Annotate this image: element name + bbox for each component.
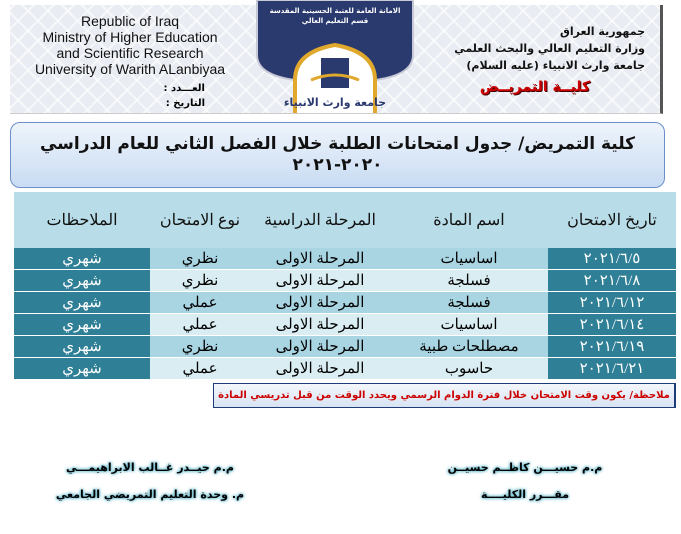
cell-exam-type: نظري xyxy=(150,248,250,270)
signatory-title: م. وحدة التعليم التمريضي الجامعي xyxy=(55,488,245,501)
table-row: ٢٠٢١/٦/٢١ حاسوب المرحلة الاولى عملي شهري xyxy=(14,357,676,380)
signature-right: م.م حسيـــن كاظــم حسيــن مقـــرر الكليـ… xyxy=(375,454,675,508)
exam-note: ملاحظة/ يكون وقت الامتحان خلال فترة الدو… xyxy=(213,383,676,408)
cell-exam-date: ٢٠٢١/٦/٨ xyxy=(548,269,676,292)
ministry-ar: وزارة التعليم العالي والبحث العلمي xyxy=(454,42,645,55)
cell-subject: مصطلحات طبية xyxy=(390,335,548,358)
logo-text-line-1: الامانة العامة للعتبة الحسينية المقدسة xyxy=(269,7,401,15)
cell-subject: فسلجة xyxy=(390,291,548,314)
cell-exam-date: ٢٠٢١/٦/٢١ xyxy=(548,357,676,380)
header-subject: اسم المادة xyxy=(390,192,548,248)
exam-schedule-table: تاريخ الامتحان اسم المادة المرحلة الدراس… xyxy=(14,192,676,380)
country-ar: جمهورية العراق xyxy=(560,25,645,38)
page-title: كلية التمريض/ جدول امتحانات الطلبة خلال … xyxy=(39,134,636,175)
cell-exam-type: نظري xyxy=(150,335,250,358)
table-row: ٢٠٢١/٦/٥ اساسيات المرحلة الاولى نظري شهري xyxy=(14,248,676,270)
date-label: التاريخ : xyxy=(165,98,205,109)
signatory-name: م.م حيــدر غــالب الابراهيمـــي xyxy=(66,461,234,474)
table-row: ٢٠٢١/٦/١٤ اساسيات المرحلة الاولى عملي شهري xyxy=(14,313,676,336)
table-row: ٢٠٢١/٦/٨ فسلجة المرحلة الاولى نظري شهري xyxy=(14,269,676,292)
logo-caption: جامعة وارث الانبياء xyxy=(284,96,386,109)
cell-exam-type: عملي xyxy=(150,313,250,336)
university-ar: جامعة وارث الانبياء (عليه السلام) xyxy=(466,59,645,72)
cell-stage: المرحلة الاولى xyxy=(250,313,390,336)
ref-number-label: العـــدد : xyxy=(163,83,205,94)
ministry-en-2: and Scientific Research xyxy=(56,45,204,61)
cell-notes: شهري xyxy=(14,357,150,380)
header-exam-date: تاريخ الامتحان xyxy=(548,192,676,248)
header-notes: الملاحظات xyxy=(14,192,150,248)
cell-exam-date: ٢٠٢١/٦/١٢ xyxy=(548,291,676,314)
cell-notes: شهري xyxy=(14,248,150,270)
cell-stage: المرحلة الاولى xyxy=(250,291,390,314)
cell-notes: شهري xyxy=(14,269,150,292)
ministry-en: Ministry of Higher Education xyxy=(42,29,218,45)
signatory-name: م.م حسيـــن كاظــم حسيــن xyxy=(447,461,603,474)
cell-subject: اساسيات xyxy=(390,313,548,336)
cell-exam-type: عملي xyxy=(150,357,250,380)
cell-subject: فسلجة xyxy=(390,269,548,292)
university-logo: جامعة وارث الانبياء xyxy=(256,0,414,113)
reference-fields: العـــدد : التاريخ : xyxy=(110,81,205,111)
cell-stage: المرحلة الاولى xyxy=(250,248,390,270)
cell-notes: شهري xyxy=(14,313,150,336)
cell-exam-date: ٢٠٢١/٦/٥ xyxy=(548,248,676,270)
country-en: Republic of Iraq xyxy=(80,13,180,29)
college-name: كليــة التمريــض xyxy=(479,79,591,95)
cell-stage: المرحلة الاولى xyxy=(250,357,390,380)
signatory-title: مقـــرر الكليــــة xyxy=(481,488,569,501)
cell-exam-type: عملي xyxy=(150,291,250,314)
cell-stage: المرحلة الاولى xyxy=(250,335,390,358)
signature-left: م.م حيــدر غــالب الابراهيمـــي م. وحدة … xyxy=(0,454,300,508)
cell-exam-type: نظري xyxy=(150,269,250,292)
cell-notes: شهري xyxy=(14,335,150,358)
logo-text: الامانة العامة للعتبة الحسينية المقدسة ق… xyxy=(255,6,415,26)
cell-subject: حاسوب xyxy=(390,357,548,380)
header-exam-type: نوع الامتحان xyxy=(150,192,250,248)
table-row: ٢٠٢١/٦/١٢ فسلجة المرحلة الاولى عملي شهري xyxy=(14,291,676,314)
cell-stage: المرحلة الاولى xyxy=(250,269,390,292)
table-header-row: تاريخ الامتحان اسم المادة المرحلة الدراس… xyxy=(14,192,676,248)
university-en: University of Warith ALanbiyaa xyxy=(34,61,226,77)
header-stage: المرحلة الدراسية xyxy=(250,192,390,248)
cell-notes: شهري xyxy=(14,291,150,314)
english-header: Republic of Iraq Ministry of Higher Educ… xyxy=(10,13,250,77)
cell-exam-date: ٢٠٢١/٦/١٩ xyxy=(548,335,676,358)
table-row: ٢٠٢١/٦/١٩ مصطلحات طبية المرحلة الاولى نظري ش… xyxy=(14,335,676,358)
logo-text-line-2: قسم التعليم العالي xyxy=(301,17,369,25)
title-banner: كلية التمريض/ جدول امتحانات الطلبة خلال … xyxy=(10,122,665,188)
cell-subject: اساسيات xyxy=(390,248,548,270)
arabic-header: جمهورية العراق وزارة التعليم العالي والب… xyxy=(420,23,645,74)
cell-exam-date: ٢٠٢١/٦/١٤ xyxy=(548,313,676,336)
